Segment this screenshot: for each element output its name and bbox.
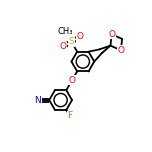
- Text: N: N: [35, 96, 41, 105]
- Text: O: O: [117, 46, 124, 55]
- Text: O: O: [69, 76, 76, 85]
- Text: F: F: [67, 111, 72, 120]
- Text: S: S: [69, 37, 74, 46]
- Text: O: O: [77, 32, 84, 41]
- Text: O: O: [59, 42, 66, 51]
- Text: CH₃: CH₃: [58, 28, 73, 36]
- Text: O: O: [108, 30, 115, 39]
